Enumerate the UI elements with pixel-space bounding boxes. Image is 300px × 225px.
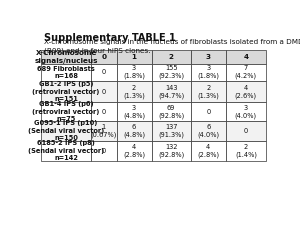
Bar	[91, 81, 117, 102]
Bar	[152, 81, 191, 102]
Bar	[91, 50, 117, 64]
Bar	[91, 64, 117, 81]
Bar	[91, 141, 117, 161]
Bar	[191, 81, 226, 102]
Text: 7
(4.2%): 7 (4.2%)	[235, 65, 257, 79]
Text: 689 Fibroblasts
n=168: 689 Fibroblasts n=168	[37, 66, 95, 79]
Bar	[226, 81, 266, 102]
Text: Supplementary TABLE 1: Supplementary TABLE 1	[44, 33, 176, 43]
Text: GB1-2 IPS (p5)
(retroviral vector)
n=151: GB1-2 IPS (p5) (retroviral vector) n=151	[32, 81, 100, 102]
Text: 3: 3	[206, 54, 211, 60]
Bar	[152, 64, 191, 81]
Text: 143
(94.7%): 143 (94.7%)	[158, 85, 184, 99]
Bar	[191, 141, 226, 161]
Text: 3
(4.8%): 3 (4.8%)	[123, 105, 145, 119]
Text: 132
(92.8%): 132 (92.8%)	[158, 144, 184, 158]
Bar	[117, 121, 152, 141]
Bar	[117, 102, 152, 121]
Text: X-Chromosome
signals/nucleus: X-Chromosome signals/nucleus	[34, 50, 98, 64]
Bar	[226, 64, 266, 81]
Bar	[117, 141, 152, 161]
Text: 4
(2.8%): 4 (2.8%)	[197, 144, 219, 158]
Bar	[226, 102, 266, 121]
Bar	[152, 141, 191, 161]
Text: 2
(1.3%): 2 (1.3%)	[123, 85, 145, 99]
Bar	[91, 121, 117, 141]
Text: 137
(91.3%): 137 (91.3%)	[158, 124, 184, 138]
Text: 155
(92.3%): 155 (92.3%)	[158, 65, 184, 79]
Bar	[117, 81, 152, 102]
Text: 3
(1.8%): 3 (1.8%)	[123, 65, 145, 79]
Bar	[41, 141, 91, 161]
Text: 0: 0	[206, 109, 210, 115]
Bar	[226, 141, 266, 161]
Bar	[152, 50, 191, 64]
Text: 6
(4.8%): 6 (4.8%)	[123, 124, 145, 138]
Bar	[41, 50, 91, 64]
Text: 1
(0.67%): 1 (0.67%)	[91, 124, 117, 138]
Bar	[41, 102, 91, 121]
Text: GB1-4 IPS (p6)
(retroviral vector)
n=75: GB1-4 IPS (p6) (retroviral vector) n=75	[32, 101, 100, 122]
Text: 2: 2	[169, 54, 174, 60]
Bar	[226, 121, 266, 141]
Text: 0: 0	[244, 128, 248, 134]
Text: 0: 0	[102, 109, 106, 115]
Text: 0: 0	[102, 148, 106, 154]
Text: G095-1 IPS (p10)
(Sendai viral vector)
n=150: G095-1 IPS (p10) (Sendai viral vector) n…	[28, 120, 104, 142]
Bar	[41, 81, 91, 102]
Bar	[152, 102, 191, 121]
Bar	[41, 64, 91, 81]
Bar	[191, 64, 226, 81]
Text: 2
(1.4%): 2 (1.4%)	[235, 144, 257, 158]
Bar	[191, 50, 226, 64]
Bar	[191, 102, 226, 121]
Text: 4
(2.6%): 4 (2.6%)	[235, 85, 257, 99]
Text: 69
(92.8%): 69 (92.8%)	[158, 105, 184, 119]
Text: 0: 0	[101, 54, 106, 60]
Text: X-chromosome signals in the nucleus of fibroblasts isolated from a DMD-manifesti: X-chromosome signals in the nucleus of f…	[44, 39, 300, 54]
Text: 6185-2 IPS (p8)
(Sendai viral vector)
n=142: 6185-2 IPS (p8) (Sendai viral vector) n=…	[28, 140, 104, 162]
Text: 0: 0	[102, 70, 106, 75]
Bar	[117, 64, 152, 81]
Bar	[152, 121, 191, 141]
Text: 0: 0	[102, 89, 106, 95]
Bar	[91, 102, 117, 121]
Bar	[41, 121, 91, 141]
Text: 3
(4.0%): 3 (4.0%)	[235, 105, 257, 119]
Text: 1: 1	[132, 54, 136, 60]
Text: 4: 4	[243, 54, 248, 60]
Bar	[117, 50, 152, 64]
Text: 6
(4.0%): 6 (4.0%)	[197, 124, 219, 138]
Bar	[226, 50, 266, 64]
Text: 2
(1.3%): 2 (1.3%)	[197, 85, 219, 99]
Bar	[191, 121, 226, 141]
Text: 3
(1.8%): 3 (1.8%)	[197, 65, 219, 79]
Text: 4
(2.8%): 4 (2.8%)	[123, 144, 145, 158]
